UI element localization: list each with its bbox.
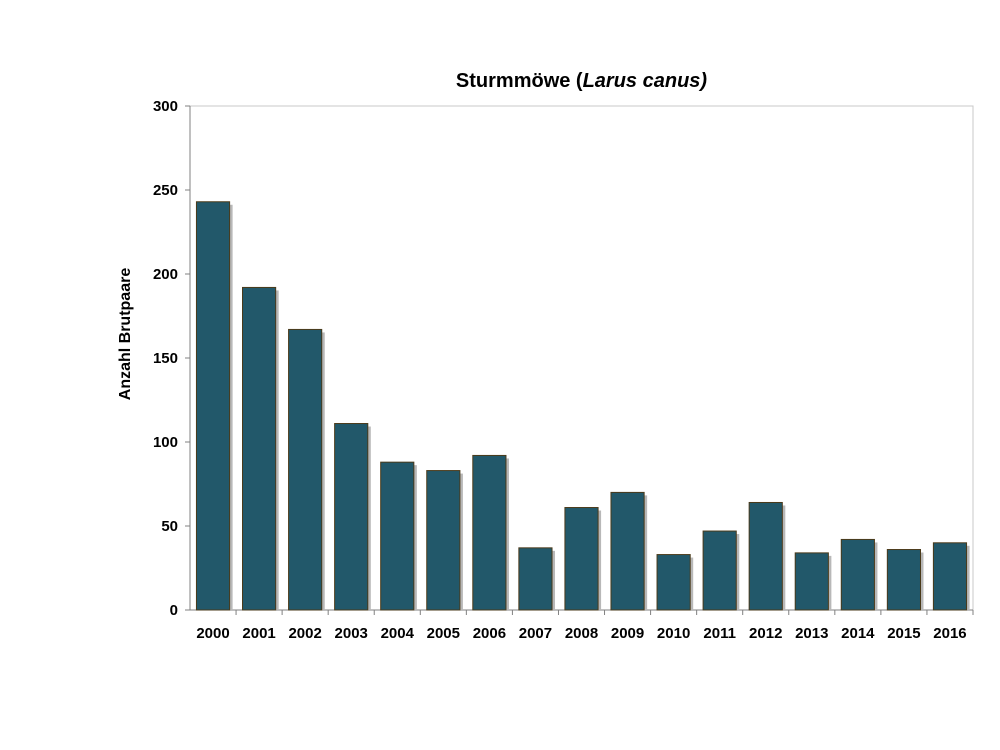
bar-2013	[794, 552, 829, 611]
bar-2003	[334, 423, 369, 611]
x-tick-label: 2011	[703, 625, 736, 642]
chart-title-italic: Larus canus)	[582, 70, 708, 92]
bar-2008	[564, 507, 599, 611]
bar-2000	[195, 201, 231, 611]
x-axis-ticks: 2000 2001 2002 2003 2004 2005 2006 2007 2008 2009…	[196, 610, 974, 642]
x-tick-label: 2015	[887, 625, 920, 642]
x-tick-label: 2013	[795, 625, 828, 642]
y-tick-label: 0	[170, 602, 178, 619]
bar-2014	[840, 538, 875, 611]
x-tick-label: 2000	[196, 625, 229, 642]
bar-2015	[886, 549, 921, 611]
x-tick-label: 2002	[288, 625, 321, 642]
x-tick-label: 2001	[242, 625, 275, 642]
chart-title: Sturmmöwe (Larus canus)	[190, 70, 973, 93]
y-tick-label: 250	[153, 182, 178, 199]
bar-2012	[748, 501, 783, 611]
y-axis-title: Anzahl Brutpaare	[117, 268, 134, 401]
x-tick-label: 2006	[473, 625, 506, 642]
x-tick-label: 2010	[657, 625, 690, 642]
x-tick-label: 2007	[519, 625, 552, 642]
x-tick-label: 2008	[565, 625, 598, 642]
x-tick-label: 2003	[335, 625, 368, 642]
y-tick-label: 50	[161, 518, 178, 535]
bar-2001	[242, 286, 277, 611]
bar-2009	[610, 491, 645, 611]
x-tick-label: 2012	[749, 625, 782, 642]
bar-2011	[702, 530, 737, 611]
x-tick-label: 2005	[427, 625, 460, 642]
bar-2004	[380, 461, 415, 611]
x-tick-label: 2009	[611, 625, 644, 642]
y-tick-label: 300	[153, 98, 178, 115]
y-tick-label: 200	[153, 266, 178, 283]
x-tick-label: 2016	[933, 625, 966, 642]
y-tick-label: 100	[153, 434, 178, 451]
bar-2007	[518, 547, 553, 611]
bar-series	[195, 201, 970, 611]
bar-2005	[426, 470, 461, 611]
x-tick-label: 2014	[841, 625, 875, 642]
bar-2016	[932, 542, 968, 611]
bar-2010	[656, 554, 691, 611]
y-axis-ticks: 0 50 100 150 200 250 300	[153, 98, 190, 619]
x-tick-label: 2004	[381, 625, 415, 642]
bar-2002	[288, 328, 323, 611]
chart-title-main: Sturmmöwe (	[455, 70, 583, 92]
y-tick-label: 150	[153, 350, 178, 367]
bar-2006	[472, 454, 507, 611]
